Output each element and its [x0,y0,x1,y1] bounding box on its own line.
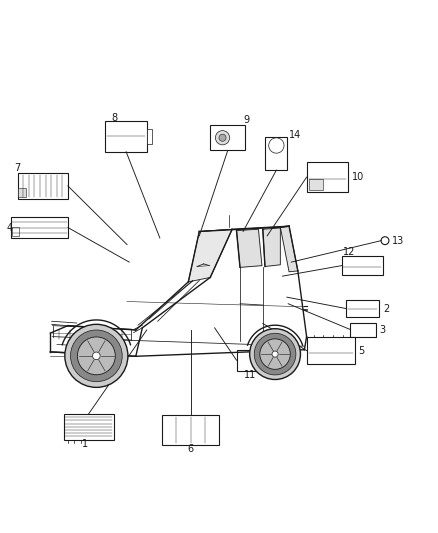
FancyBboxPatch shape [237,350,285,371]
FancyBboxPatch shape [346,300,379,317]
Text: 12: 12 [343,247,355,256]
Text: 2: 2 [383,304,389,313]
Text: 9: 9 [244,115,250,125]
Circle shape [250,329,300,379]
FancyBboxPatch shape [64,414,114,440]
Text: 14: 14 [289,130,301,140]
FancyBboxPatch shape [342,256,383,275]
FancyBboxPatch shape [105,121,147,152]
Text: 6: 6 [187,444,194,454]
Text: 1: 1 [82,439,88,449]
Circle shape [65,324,128,387]
FancyBboxPatch shape [147,129,152,144]
FancyBboxPatch shape [265,138,287,170]
Circle shape [219,134,226,141]
Circle shape [71,330,122,382]
Text: 8: 8 [111,112,117,123]
Polygon shape [188,229,232,282]
FancyBboxPatch shape [307,337,355,364]
Text: 10: 10 [352,172,364,182]
FancyBboxPatch shape [18,173,68,199]
Circle shape [92,352,100,360]
FancyBboxPatch shape [350,322,376,336]
Circle shape [254,333,296,375]
Circle shape [215,131,230,145]
Circle shape [78,337,115,375]
Circle shape [381,237,389,245]
FancyBboxPatch shape [309,179,323,190]
FancyBboxPatch shape [210,125,245,150]
Text: 3: 3 [379,325,385,335]
Polygon shape [280,226,298,272]
FancyBboxPatch shape [12,228,19,236]
FancyBboxPatch shape [11,217,68,238]
Polygon shape [263,228,280,266]
Polygon shape [237,229,262,268]
Circle shape [272,351,278,357]
Text: 4: 4 [7,222,13,232]
Text: 5: 5 [358,345,364,356]
FancyBboxPatch shape [307,162,348,192]
Text: 13: 13 [392,236,404,246]
Text: 11: 11 [244,370,256,380]
FancyBboxPatch shape [162,415,219,445]
Circle shape [260,339,290,369]
Circle shape [268,138,284,153]
FancyBboxPatch shape [18,188,26,197]
Text: 7: 7 [14,164,20,173]
